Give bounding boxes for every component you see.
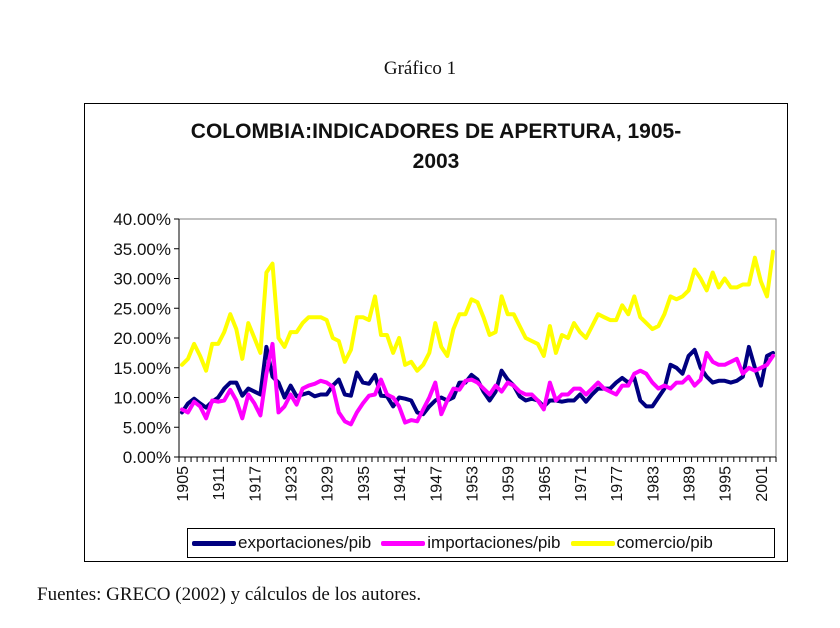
legend-label-comercio: comercio/pib	[616, 533, 713, 552]
legend-swatch-comercio	[570, 540, 615, 546]
x-tick-label: 1965	[537, 466, 554, 502]
series-line-exportaciones	[180, 344, 775, 417]
chart-title-line2: 2003	[412, 150, 460, 173]
legend-item-exportaciones: exportaciones/pib	[192, 533, 371, 553]
chart-title: COLOMBIA:INDICADORES DE APERTURA, 1905- …	[84, 117, 788, 177]
y-tick-label: 15.00%	[113, 359, 171, 378]
legend-label-exportaciones: exportaciones/pib	[238, 533, 372, 552]
x-tick-label: 1971	[573, 466, 590, 502]
y-tick-label: 35.00%	[113, 240, 171, 259]
chart-legend: exportaciones/pib importaciones/pib come…	[187, 528, 775, 558]
x-tick-label: 1953	[464, 466, 481, 502]
plot-area-border	[179, 218, 777, 457]
x-tick-label: 1983	[645, 466, 662, 502]
y-tick-label: 20.00%	[113, 329, 171, 348]
x-tick-label: 1905	[175, 466, 192, 502]
x-tick-label: 1941	[392, 466, 409, 502]
x-tick-label: 1923	[284, 466, 301, 502]
series-line-comercio	[180, 249, 775, 373]
x-tick-label: 1911	[211, 466, 228, 501]
source-note: Fuentes: GRECO (2002) y cálculos de los …	[37, 584, 422, 605]
chart-frame	[84, 103, 788, 562]
x-tick-label: 1959	[501, 466, 518, 502]
y-tick-label: 40.00%	[113, 210, 171, 229]
chart-title-line1: COLOMBIA:INDICADORES DE APERTURA, 1905-	[190, 120, 682, 143]
x-tick-label: 1935	[356, 466, 373, 502]
series-line-importaciones	[180, 341, 775, 427]
y-tick-label: 10.00%	[113, 389, 171, 408]
figure-caption: Gráfico 1	[383, 58, 457, 79]
x-tick-label: 1977	[609, 466, 626, 502]
y-tick-label: 30.00%	[113, 270, 171, 289]
legend-swatch-exportaciones	[192, 540, 236, 546]
y-tick-label: 5.00%	[123, 418, 171, 437]
legend-swatch-importaciones	[381, 540, 426, 546]
legend-item-importaciones: importaciones/pib	[381, 533, 561, 553]
x-tick-label: 1929	[320, 466, 337, 502]
x-tick-label: 1947	[428, 466, 445, 502]
x-tick-label: 1989	[682, 466, 699, 502]
legend-label-importaciones: importaciones/pib	[427, 533, 561, 552]
x-tick-label: 2001	[754, 466, 771, 502]
y-tick-label: 0.00%	[123, 448, 171, 467]
legend-item-comercio: comercio/pib	[570, 533, 713, 553]
x-tick-label: 1917	[247, 466, 264, 502]
x-tick-label: 1995	[718, 466, 735, 502]
y-tick-label: 25.00%	[113, 299, 171, 318]
